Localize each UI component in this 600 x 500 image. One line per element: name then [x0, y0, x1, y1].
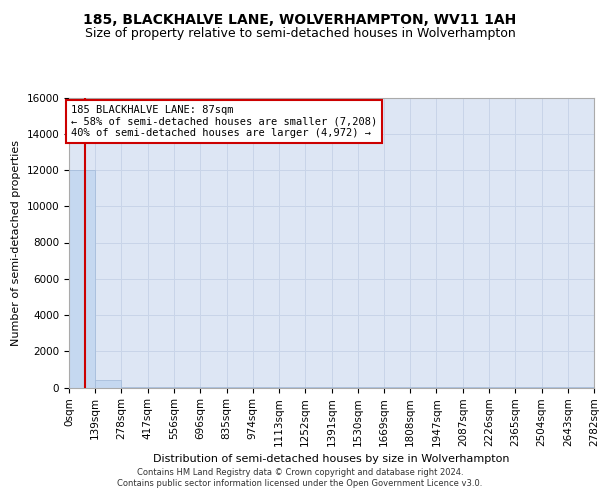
Y-axis label: Number of semi-detached properties: Number of semi-detached properties	[11, 140, 21, 346]
Bar	[121, 386, 148, 388]
Text: 185 BLACKHALVE LANE: 87sqm
← 58% of semi-detached houses are smaller (7,208)
40%: 185 BLACKHALVE LANE: 87sqm ← 58% of semi…	[71, 105, 377, 138]
X-axis label: Distribution of semi-detached houses by size in Wolverhampton: Distribution of semi-detached houses by …	[153, 454, 510, 464]
Text: Size of property relative to semi-detached houses in Wolverhampton: Size of property relative to semi-detach…	[85, 28, 515, 40]
Bar	[95, 380, 121, 388]
Text: Contains HM Land Registry data © Crown copyright and database right 2024.
Contai: Contains HM Land Registry data © Crown c…	[118, 468, 482, 487]
Text: 185, BLACKHALVE LANE, WOLVERHAMPTON, WV11 1AH: 185, BLACKHALVE LANE, WOLVERHAMPTON, WV1…	[83, 12, 517, 26]
Bar	[69, 170, 95, 388]
